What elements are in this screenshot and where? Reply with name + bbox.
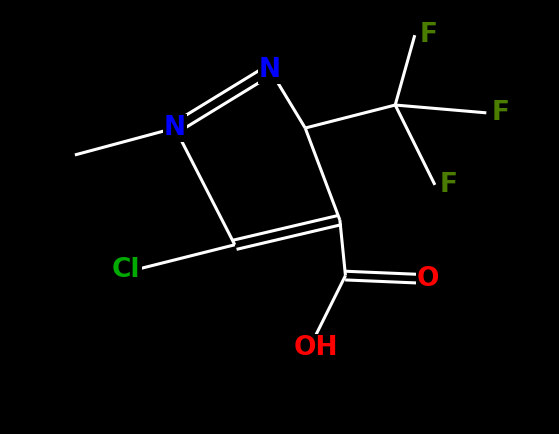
Text: Cl: Cl [112, 257, 140, 283]
Text: OH: OH [293, 335, 338, 361]
Text: N: N [259, 57, 281, 83]
Text: F: F [440, 172, 458, 198]
Text: O: O [417, 266, 439, 292]
Text: F: F [420, 22, 438, 48]
Text: F: F [491, 100, 509, 126]
Text: N: N [164, 115, 186, 141]
